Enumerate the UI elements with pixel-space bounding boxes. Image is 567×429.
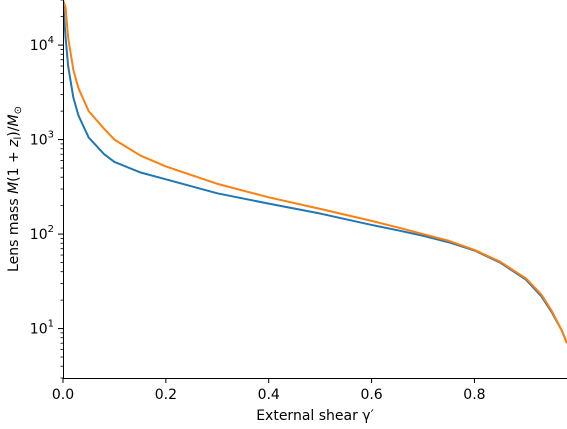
y-axis-label-mid: (1 + bbox=[6, 147, 22, 182]
y-tick-label-2: 103 bbox=[30, 130, 54, 149]
series-line-2 bbox=[63, 0, 567, 344]
y-tick-label-1: 102 bbox=[30, 224, 54, 243]
series-line-1 bbox=[63, 0, 567, 344]
x-tick-label-2: 0.4 bbox=[258, 387, 280, 403]
y-axis-label: Lens mass M(1 + zl)/M⊙ bbox=[6, 106, 24, 272]
x-tick-label-4: 0.8 bbox=[463, 387, 485, 403]
y-axis-label-prefix: Lens mass bbox=[6, 194, 22, 272]
y-axis-label-z-sub: l bbox=[13, 137, 24, 140]
y-axis-label-close: )/ bbox=[6, 126, 22, 136]
axes bbox=[63, 0, 567, 379]
y-tick-label-3: 104 bbox=[30, 35, 54, 54]
x-axis-label: External shear γ′ bbox=[256, 408, 374, 424]
ticks: 0.0 0.2 0.4 0.6 0.8 101 102 103 104 bbox=[30, 0, 486, 403]
y-axis-label-z: z bbox=[6, 139, 22, 148]
series-layer bbox=[63, 0, 567, 344]
x-tick-label-3: 0.6 bbox=[360, 387, 382, 403]
y-tick-label-0: 101 bbox=[30, 319, 54, 338]
x-tick-label-1: 0.2 bbox=[155, 387, 177, 403]
y-axis-label-m2: M bbox=[6, 114, 22, 126]
y-axis-label-sun-sub: ⊙ bbox=[13, 106, 24, 114]
y-axis-label-m: M bbox=[6, 182, 22, 194]
x-tick-label-0: 0.0 bbox=[52, 387, 74, 403]
